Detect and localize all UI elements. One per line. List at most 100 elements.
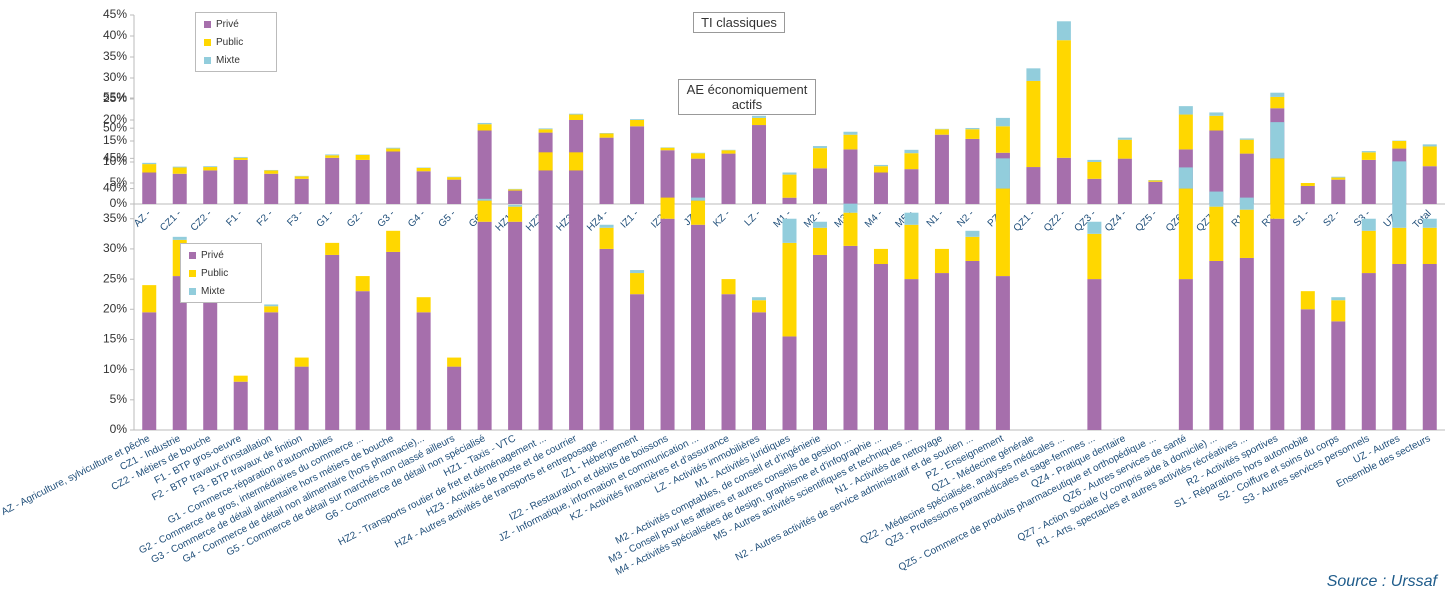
bar-segment (538, 152, 553, 171)
bar-segment (812, 254, 827, 430)
bar-segment (752, 312, 767, 430)
bar-segment (599, 227, 614, 249)
bar-segment (172, 236, 187, 240)
bar-segment (904, 212, 919, 225)
bar-segment (233, 375, 248, 382)
x-tick-label: QZ4 - (1103, 208, 1129, 234)
legend-label: Privé (216, 18, 239, 30)
bar-segment (264, 306, 279, 313)
x-tick-label: G2 - (345, 208, 367, 230)
bar-segment (1087, 221, 1102, 234)
bar-segment (873, 164, 888, 167)
bar-segment (965, 138, 980, 204)
bar-segment (1422, 144, 1437, 147)
bar-segment (904, 149, 919, 154)
chart-title: TI classiques (693, 12, 785, 33)
y-tick-label: 35% (103, 211, 127, 225)
bar-segment (569, 113, 584, 115)
legend-label: Public (216, 36, 244, 48)
x-tick-label: F3 - (285, 208, 305, 228)
legend-item: Public (196, 33, 276, 51)
y-tick-label: 15% (103, 332, 127, 346)
legend-item: Privé (196, 15, 276, 33)
bar-segment (264, 173, 279, 204)
bar-segment (630, 119, 645, 120)
bar-segment (538, 128, 553, 130)
x-tick-label: IZ1 - (619, 208, 641, 230)
bar-segment (782, 172, 797, 175)
bar-segment (477, 124, 492, 131)
bar-segment (1117, 139, 1132, 159)
bar-segment (416, 312, 431, 430)
bar-segment (660, 218, 675, 430)
bar-segment (630, 270, 645, 274)
x-tick-label: QZ5 - (1133, 208, 1159, 234)
bar-segment (1331, 321, 1346, 430)
bar-segment (660, 150, 675, 204)
bar-segment (904, 279, 919, 430)
bar-segment (965, 129, 980, 139)
legend-item: Mixte (196, 51, 276, 69)
bar-segment (1026, 80, 1041, 168)
bar-segment (1422, 227, 1437, 264)
bar-segment (660, 147, 675, 151)
y-tick-label: 50% (103, 120, 127, 134)
x-tick-label: CZ1 - (158, 208, 183, 233)
bar-segment (599, 224, 614, 228)
bar-segment (386, 147, 401, 149)
bar-segment (447, 357, 462, 367)
bar-segment (1270, 92, 1285, 97)
bar-segment (1239, 209, 1254, 258)
bar-segment (873, 166, 888, 173)
bar-segment (1300, 291, 1315, 310)
bar-segment (1209, 191, 1224, 207)
bar-segment (995, 276, 1010, 430)
bar-segment (873, 248, 888, 264)
y-tick-label: 35% (103, 49, 127, 63)
bar-segment (1117, 158, 1132, 204)
bar-segment (691, 158, 706, 204)
legend-swatch (204, 20, 211, 28)
x-tick-label: QZ2 - (1042, 208, 1068, 234)
y-tick-label: 45% (103, 151, 127, 165)
bar-segment (1056, 40, 1071, 158)
bar-segment (721, 153, 736, 204)
bar-segment (477, 221, 492, 430)
bar-segment (1361, 230, 1376, 274)
bar-segment (508, 189, 523, 191)
bar-segment (752, 300, 767, 313)
bar-segment (1392, 161, 1407, 228)
bar-segment (1392, 264, 1407, 430)
bar-segment (142, 312, 157, 430)
x-tick-label: S1 - (1291, 208, 1312, 229)
y-tick-label: 40% (103, 28, 127, 42)
y-tick-label: 10% (103, 362, 127, 376)
bar-segment (142, 172, 157, 204)
bar-segment (477, 122, 492, 125)
bar-segment (508, 204, 523, 207)
bar-segment (995, 188, 1010, 277)
bar-segment (752, 117, 767, 126)
y-tick-label: 30% (103, 241, 127, 255)
bar-segment (1178, 114, 1193, 150)
bar-segment (1239, 197, 1254, 210)
bar-segment (1331, 177, 1346, 180)
bar-segment (812, 168, 827, 204)
bar-segment (934, 134, 949, 204)
y-tick-label: 20% (103, 112, 127, 126)
x-tick-label: G4 - (406, 208, 428, 230)
bar-segment (1209, 112, 1224, 116)
y-tick-label: 30% (103, 70, 127, 84)
legend-item: Privé (181, 246, 261, 264)
bar-segment (1026, 167, 1041, 204)
bar-segment (599, 137, 614, 204)
bar-segment (172, 167, 187, 174)
legend-swatch (189, 287, 196, 295)
bar-segment (1331, 297, 1346, 301)
bar-segment (782, 197, 797, 204)
bar-segment (142, 164, 157, 173)
bar-segment (1270, 96, 1285, 109)
bar-segment (203, 166, 218, 168)
bar-segment (965, 127, 980, 130)
